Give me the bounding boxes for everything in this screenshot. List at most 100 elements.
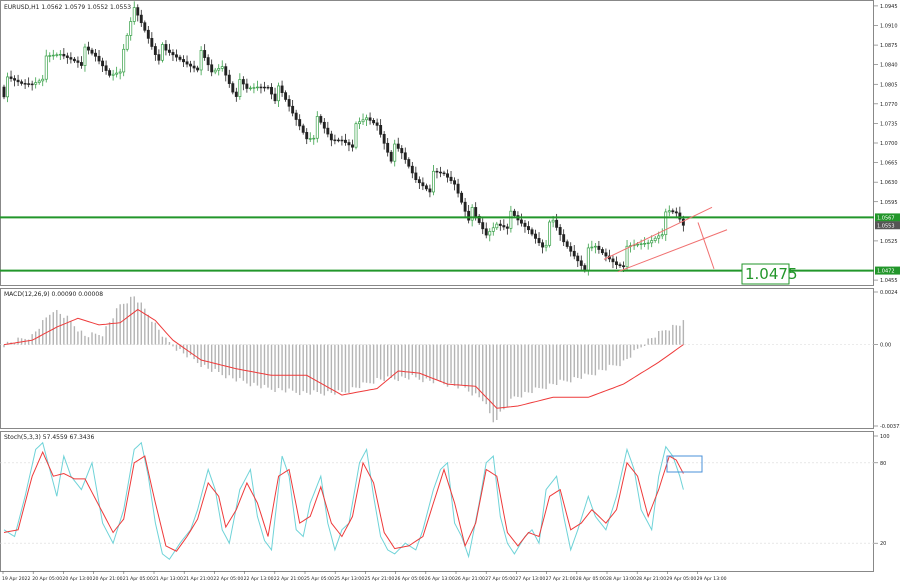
candle-body	[421, 182, 425, 187]
candle-body	[351, 144, 354, 148]
candle-body	[474, 207, 478, 217]
macd-signal-line	[3, 308, 684, 409]
time-tick-label: 25 Apr 13:00	[334, 576, 364, 582]
candle-body	[277, 85, 281, 102]
candle-body	[2, 86, 6, 98]
candle-body	[196, 67, 200, 71]
candle-body	[375, 122, 379, 126]
candle-body	[16, 79, 20, 83]
candle-body	[572, 250, 576, 257]
price-tick-label: 1.0770	[880, 102, 898, 108]
candle-body	[111, 73, 115, 76]
candle-body	[484, 228, 488, 236]
time-tick-label: 28 Apr 13:00	[606, 576, 636, 582]
candle-body	[678, 212, 682, 220]
candle-body	[298, 119, 302, 127]
price-tick-label: 1.0910	[880, 24, 898, 30]
candle-body	[343, 139, 347, 143]
candle-body	[263, 86, 266, 89]
stoch-header: Stoch(5,3,3) 57.4559 67.3436	[4, 434, 95, 441]
candle-body	[505, 226, 509, 229]
price-tick-label: 1.0630	[880, 180, 898, 186]
candle-body	[252, 87, 256, 89]
candle-body	[428, 188, 432, 193]
candle-body	[417, 179, 421, 184]
time-tick-label: 25 Apr 21:00	[364, 576, 394, 582]
candle-body	[569, 246, 573, 252]
candle-body	[548, 221, 552, 246]
candle-body	[136, 7, 140, 16]
candle-body	[301, 125, 305, 133]
time-tick-label: 25 Apr 05:00	[304, 576, 334, 582]
candle-body	[167, 49, 171, 53]
candle-body	[414, 172, 418, 180]
candle-body	[449, 176, 453, 182]
macd-histogram	[3, 296, 685, 423]
price-header: EURUSD,H1 1.0562 1.0579 1.0552 1.0553	[4, 4, 131, 11]
candle-body	[424, 185, 428, 190]
candle-body	[400, 148, 404, 154]
time-tick-label: 26 Apr 13:00	[425, 576, 455, 582]
candle-body	[83, 46, 87, 66]
time-tick-label: 20 Apr 05:00	[32, 576, 62, 582]
price-tick-label: 1.0945	[880, 4, 898, 10]
candle-body	[23, 83, 27, 85]
candle-body	[431, 170, 435, 193]
candle-body	[129, 21, 133, 36]
candle-body	[463, 201, 467, 212]
time-tick-label: 27 Apr 21:00	[546, 576, 576, 582]
candle-body	[312, 137, 316, 140]
projection-arrow	[697, 222, 715, 270]
candle-body	[586, 247, 590, 271]
candle-body	[636, 243, 640, 246]
candle-body	[639, 243, 643, 245]
candle-body	[354, 123, 358, 148]
candle-body	[674, 211, 678, 214]
candle-body	[667, 210, 671, 213]
candle-body	[315, 116, 319, 139]
candle-body	[393, 143, 397, 162]
candle-body	[189, 63, 193, 67]
candle-body	[104, 65, 108, 71]
candle-body	[379, 125, 383, 135]
candle-body	[519, 219, 523, 224]
time-tick-label: 22 Apr 13:00	[244, 576, 274, 582]
candle-body	[671, 210, 675, 213]
time-axis: 19 Apr 2022 20 Apr 05:00 20 Apr 13:00 20 Ap…	[2, 571, 727, 582]
candle-body	[90, 49, 94, 54]
candle-body	[502, 225, 506, 228]
candle-body	[460, 192, 464, 203]
candle-body	[30, 83, 34, 86]
price-tick-label: 1.0455	[880, 278, 898, 284]
candle-body	[139, 14, 143, 24]
candle-body	[241, 79, 245, 85]
candle-body	[291, 105, 295, 114]
candle-body	[593, 245, 597, 248]
candle-body	[44, 55, 48, 80]
level-price-tag	[875, 213, 900, 222]
candle-body	[9, 76, 13, 79]
candle-body	[231, 83, 235, 93]
candle-body	[340, 139, 344, 142]
candle-body	[646, 242, 650, 245]
candle-body	[467, 210, 471, 221]
candle-body	[175, 54, 178, 58]
candle-body	[27, 83, 31, 85]
candle-body	[65, 55, 69, 58]
candle-body	[326, 127, 330, 135]
candle-body	[618, 264, 622, 267]
candle-body	[125, 35, 129, 50]
candle-body	[153, 46, 157, 55]
channel-upper-line	[603, 206, 713, 260]
candle-body	[51, 54, 55, 57]
target-label-box	[741, 263, 790, 285]
candle-body	[171, 52, 175, 56]
price-tick-label: 1.0840	[880, 63, 898, 69]
candle-body	[446, 173, 449, 178]
candle-body	[488, 231, 492, 236]
candle-body	[477, 215, 481, 223]
candle-body	[615, 261, 618, 266]
stoch-signal-line	[3, 450, 684, 552]
